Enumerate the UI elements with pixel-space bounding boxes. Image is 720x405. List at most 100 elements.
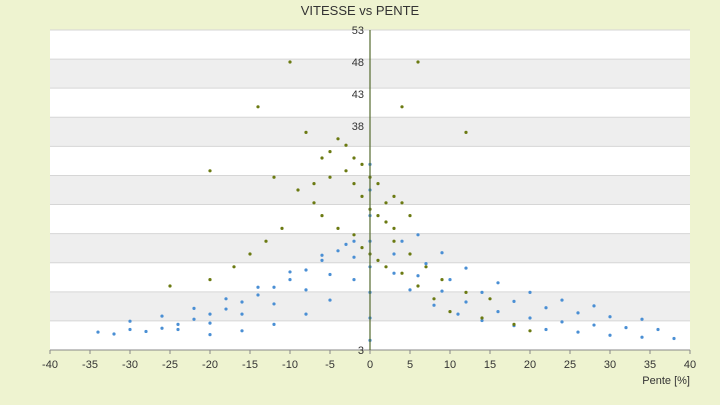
- x-tick-label: -20: [202, 359, 218, 371]
- data-point-blue: [224, 307, 228, 311]
- data-point-blue: [400, 239, 404, 243]
- data-point-olive: [408, 214, 412, 218]
- data-point-olive: [360, 162, 364, 166]
- data-point-olive: [440, 278, 444, 282]
- data-point-blue: [304, 288, 308, 292]
- data-point-blue: [448, 278, 452, 282]
- data-point-blue: [440, 289, 444, 293]
- data-point-blue: [272, 285, 276, 289]
- y-tick-label: 38: [352, 121, 364, 133]
- x-tick-label: -35: [82, 359, 98, 371]
- data-point-blue: [640, 317, 644, 321]
- data-point-olive: [344, 143, 348, 147]
- data-point-blue: [464, 300, 468, 304]
- data-point-blue: [480, 290, 484, 294]
- data-point-olive: [344, 169, 348, 173]
- x-tick-label: 10: [444, 359, 456, 371]
- data-point-olive: [168, 284, 172, 288]
- data-point-blue: [656, 327, 660, 332]
- data-point-blue: [96, 330, 100, 334]
- x-tick-labels: -40 -35 -30 -25 -20 -15 -10 -5 0 5 10 15 20 25 30 35 40: [42, 350, 696, 371]
- data-point-olive: [336, 226, 340, 230]
- data-point-olive: [376, 182, 380, 186]
- data-point-blue: [544, 327, 548, 332]
- data-point-blue: [528, 290, 532, 294]
- data-point-olive: [432, 297, 436, 301]
- data-point-olive: [352, 233, 356, 237]
- data-point-blue: [608, 333, 612, 337]
- data-point-olive: [408, 252, 412, 256]
- data-point-blue: [576, 311, 580, 315]
- data-point-olive: [328, 150, 332, 154]
- data-point-blue: [624, 326, 628, 330]
- data-point-blue: [392, 252, 396, 256]
- data-point-blue: [560, 298, 564, 302]
- data-point-olive: [280, 226, 284, 230]
- data-point-blue: [408, 288, 412, 292]
- data-point-blue: [352, 278, 356, 282]
- data-point-blue: [240, 329, 244, 333]
- data-point-blue: [208, 333, 212, 337]
- data-point-olive: [376, 214, 380, 218]
- data-point-blue: [304, 268, 308, 272]
- data-point-blue: [592, 304, 596, 308]
- data-point-olive: [392, 226, 396, 230]
- data-point-olive: [336, 137, 340, 141]
- data-point-blue: [128, 327, 132, 332]
- data-point-olive: [352, 156, 356, 160]
- data-point-blue: [320, 253, 324, 257]
- data-point-olive: [400, 271, 404, 275]
- data-point-blue: [432, 303, 436, 307]
- data-point-blue: [112, 332, 116, 336]
- data-point-olive: [304, 130, 308, 134]
- data-point-blue: [424, 262, 428, 266]
- data-point-blue: [672, 336, 676, 341]
- data-point-blue: [456, 312, 460, 316]
- data-point-blue: [512, 299, 516, 303]
- data-point-olive: [312, 201, 316, 205]
- data-point-blue: [576, 330, 580, 334]
- data-point-blue: [256, 293, 260, 297]
- x-tick-label: 25: [564, 359, 576, 371]
- data-point-olive: [512, 322, 516, 326]
- data-point-blue: [592, 323, 596, 327]
- data-point-olive: [232, 265, 236, 269]
- data-point-olive: [248, 252, 252, 256]
- data-point-blue: [440, 251, 444, 255]
- data-point-olive: [320, 156, 324, 160]
- data-point-blue: [464, 266, 468, 270]
- data-point-olive: [320, 214, 324, 218]
- data-point-blue: [560, 320, 564, 324]
- data-point-blue: [328, 298, 332, 302]
- data-point-blue: [160, 314, 164, 318]
- data-point-blue: [544, 306, 548, 310]
- data-point-olive: [464, 290, 468, 294]
- x-tick-label: 30: [604, 359, 616, 371]
- data-point-blue: [272, 302, 276, 306]
- y-tick-label: 3: [358, 345, 364, 357]
- data-point-blue: [480, 318, 484, 323]
- data-point-blue: [160, 326, 164, 330]
- data-point-blue: [128, 319, 132, 323]
- data-point-olive: [296, 188, 300, 192]
- data-point-blue: [416, 274, 420, 278]
- data-point-olive: [352, 182, 356, 186]
- data-point-blue: [608, 315, 612, 319]
- data-point-blue: [208, 321, 212, 325]
- y-tick-label: 53: [352, 25, 364, 37]
- data-point-olive: [312, 182, 316, 186]
- data-point-blue: [352, 239, 356, 243]
- x-tick-label: -10: [282, 359, 298, 371]
- data-point-olive: [424, 265, 428, 269]
- data-point-blue: [256, 285, 260, 289]
- data-point-olive: [208, 169, 212, 173]
- data-point-olive: [384, 265, 388, 269]
- data-point-blue: [528, 316, 532, 320]
- x-tick-label: 35: [644, 359, 656, 371]
- x-tick-label: 0: [367, 359, 373, 371]
- x-tick-label: 5: [407, 359, 413, 371]
- data-point-blue: [176, 322, 180, 326]
- data-point-blue: [328, 272, 332, 277]
- data-point-olive: [488, 297, 492, 301]
